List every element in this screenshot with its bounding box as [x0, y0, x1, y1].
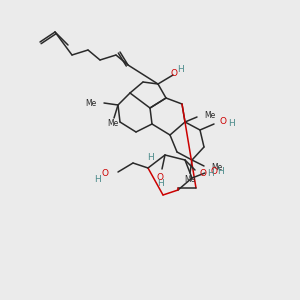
- Text: Me: Me: [211, 164, 222, 172]
- Text: Me: Me: [86, 98, 97, 107]
- Text: O: O: [220, 118, 227, 127]
- Text: O: O: [211, 167, 218, 176]
- Text: O: O: [157, 172, 164, 182]
- Text: H: H: [147, 154, 153, 163]
- Text: H: H: [94, 175, 101, 184]
- Text: O: O: [200, 169, 206, 178]
- Text: H: H: [157, 178, 164, 188]
- Text: Me: Me: [184, 176, 196, 184]
- Text: O: O: [170, 70, 178, 79]
- Text: H: H: [218, 167, 224, 176]
- Text: O: O: [102, 169, 109, 178]
- Text: H: H: [178, 65, 184, 74]
- Text: H: H: [228, 118, 235, 127]
- Text: Me: Me: [204, 112, 215, 121]
- Text: Me: Me: [107, 119, 118, 128]
- Text: H: H: [207, 169, 213, 178]
